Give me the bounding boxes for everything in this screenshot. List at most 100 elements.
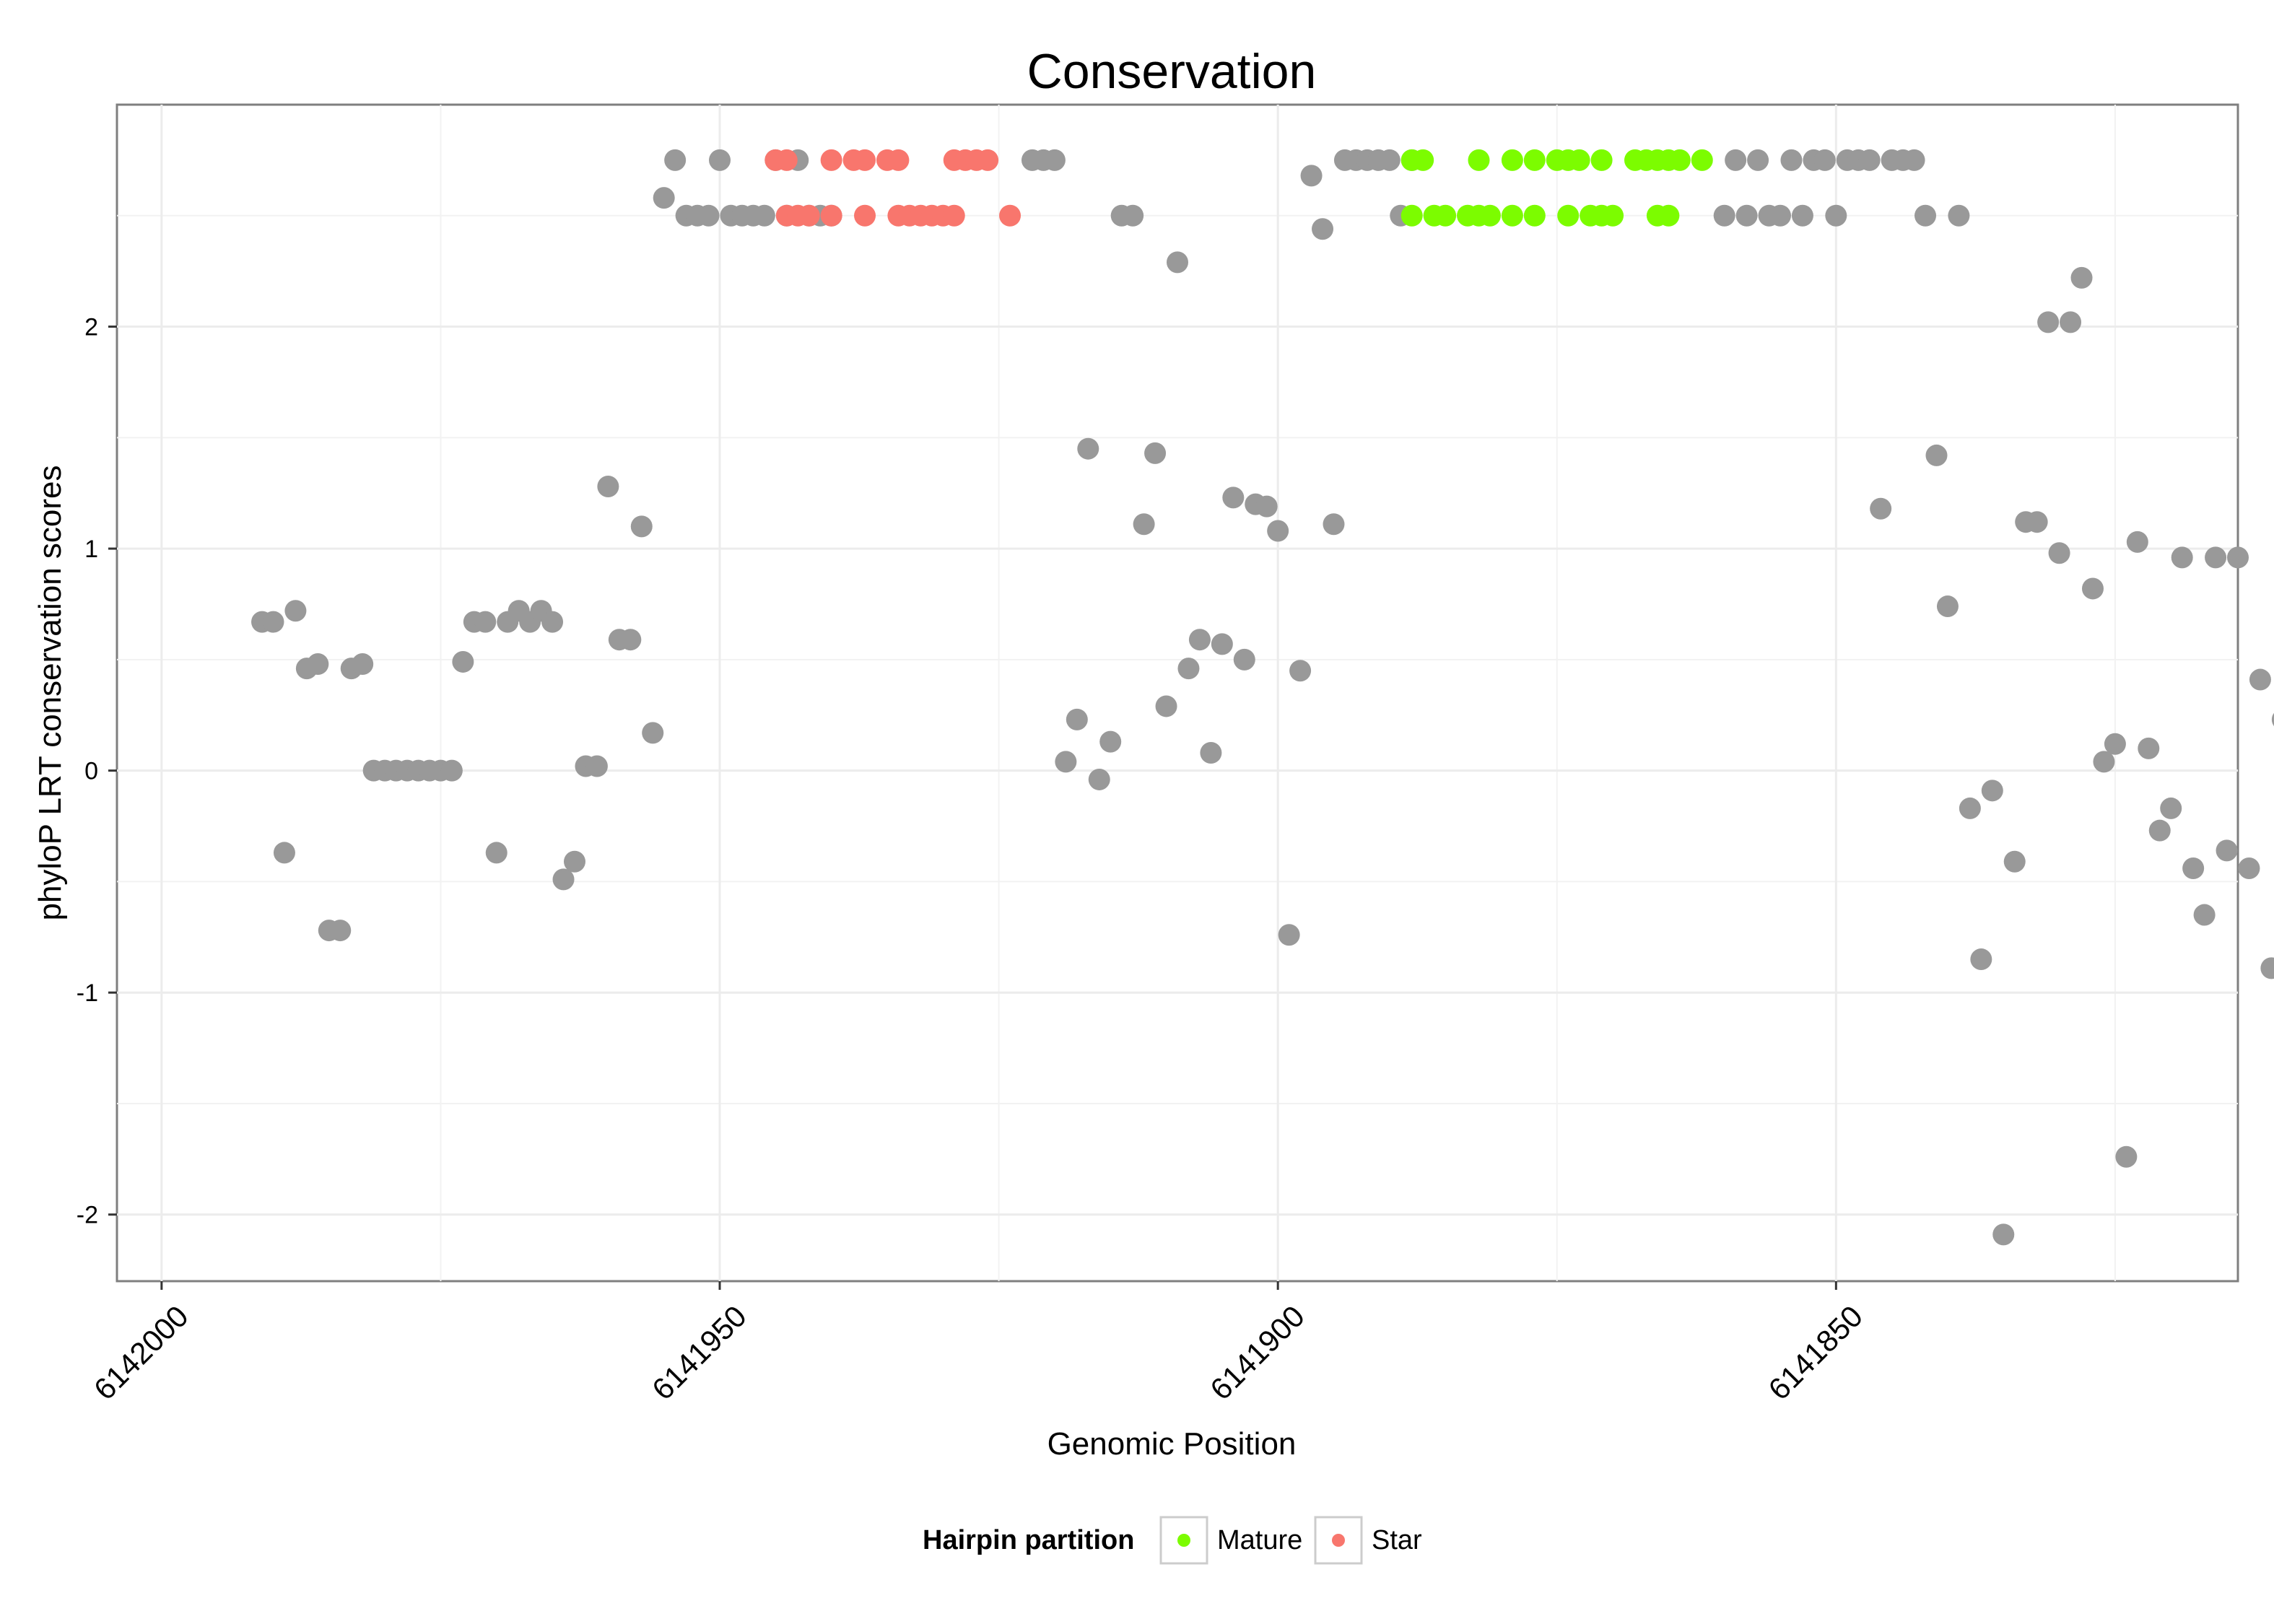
data-point-other [619,629,642,651]
data-point-other [1378,149,1400,171]
data-point-other [1088,768,1110,790]
legend-label-mature: Mature [1217,1525,1302,1555]
data-point-other [1055,751,1077,773]
data-point-other [1992,1223,2015,1246]
data-point-other [273,842,295,864]
data-point-other [1233,648,1255,671]
y-tick-label: 0 [84,758,98,785]
data-point-mature [1568,149,1590,171]
data-point-mature [1668,149,1691,171]
data-point-other [1043,149,1066,171]
data-point-star [999,204,1021,227]
x-tick-label: 6141900 [1203,1299,1311,1407]
data-point-mature [1590,149,1613,171]
data-point-mature [1478,204,1501,227]
data-point-other [440,759,463,782]
data-point-other [329,920,352,942]
data-point-other [1144,442,1167,464]
data-point-other [2115,1145,2138,1168]
data-point-star [820,204,842,227]
y-tick-label: 1 [84,536,98,563]
data-point-other [2160,797,2182,819]
data-point-other [1289,660,1312,682]
data-point-other [563,850,585,873]
legend-dot-star [1332,1534,1345,1547]
data-point-other [1255,495,1278,518]
data-point-other [2260,957,2274,979]
data-point-other [709,149,731,171]
data-point-other [1300,165,1323,187]
data-point-other [630,515,653,538]
data-point-star [854,149,876,171]
data-point-other [2003,850,2026,873]
data-point-other [1066,708,1088,730]
legend: Hairpin partition Mature Star [923,1516,1422,1565]
data-point-other [1813,149,1836,171]
data-point-other [2249,668,2271,691]
data-point-mature [1691,149,1713,171]
data-point-other [597,475,619,497]
data-point-other [1222,486,1245,509]
y-tick-label: 2 [84,314,98,341]
data-point-other [2037,311,2060,333]
data-point-mature [1400,204,1423,227]
data-point-other [2171,546,2193,569]
data-point-other [307,653,329,676]
data-point-other [1211,633,1233,655]
data-point-other [2148,819,2171,842]
data-point-mature [1523,149,1546,171]
legend-label-star: Star [1372,1525,1422,1555]
data-point-other [2138,737,2160,759]
data-point-other [2271,712,2274,727]
data-point-other [2026,511,2048,533]
data-point-other [1925,444,1948,466]
data-point-other [2182,857,2205,879]
data-point-other [2216,839,2238,862]
data-point-other [1970,948,1992,971]
data-point-other [352,653,374,676]
x-tick-label: 6142000 [87,1299,195,1407]
data-point-other [1167,251,1188,274]
data-point-other [1278,924,1300,946]
data-point-other [1981,780,2003,802]
data-point-other [2070,266,2093,289]
data-point-other [284,600,307,622]
data-point-other [2126,531,2148,553]
x-axis-label: Genomic Position [1047,1426,1297,1462]
plot-panel [116,103,2239,1283]
data-point-star [798,204,820,227]
data-point-other [485,842,507,864]
data-point-other [2227,546,2249,569]
data-point-star [943,204,965,227]
data-point-other [1725,149,1747,171]
data-point-other [1077,437,1099,460]
data-point-mature [1557,204,1580,227]
data-point-mature [1501,204,1523,227]
y-tick-label: -1 [77,979,98,1007]
data-point-other [1735,204,1758,227]
y-axis-label: phyloP LRT conservation scores [32,465,68,920]
data-point-other [1791,204,1813,227]
data-point-other [262,611,284,633]
chart-title: Conservation [1027,44,1317,99]
data-point-other [2093,751,2115,773]
grid-lines [117,105,2238,1281]
data-point-star [977,149,999,171]
data-point-other [1188,629,1211,651]
data-point-other [1959,797,1981,819]
data-point-other [1858,149,1881,171]
data-point-other [1870,497,1892,520]
data-point-other [1155,695,1177,717]
data-point-other [664,149,687,171]
legend-title: Hairpin partition [923,1525,1134,1555]
data-point-other [2060,311,2082,333]
data-point-other [642,722,664,744]
data-point-other [541,611,564,633]
data-point-other [552,868,575,891]
data-point-mature [1523,204,1546,227]
x-tick-label: 6141850 [1761,1299,1869,1407]
data-point-other [1780,149,1803,171]
data-point-star [854,204,876,227]
data-point-other [1903,149,1925,171]
data-points [251,149,2274,1246]
